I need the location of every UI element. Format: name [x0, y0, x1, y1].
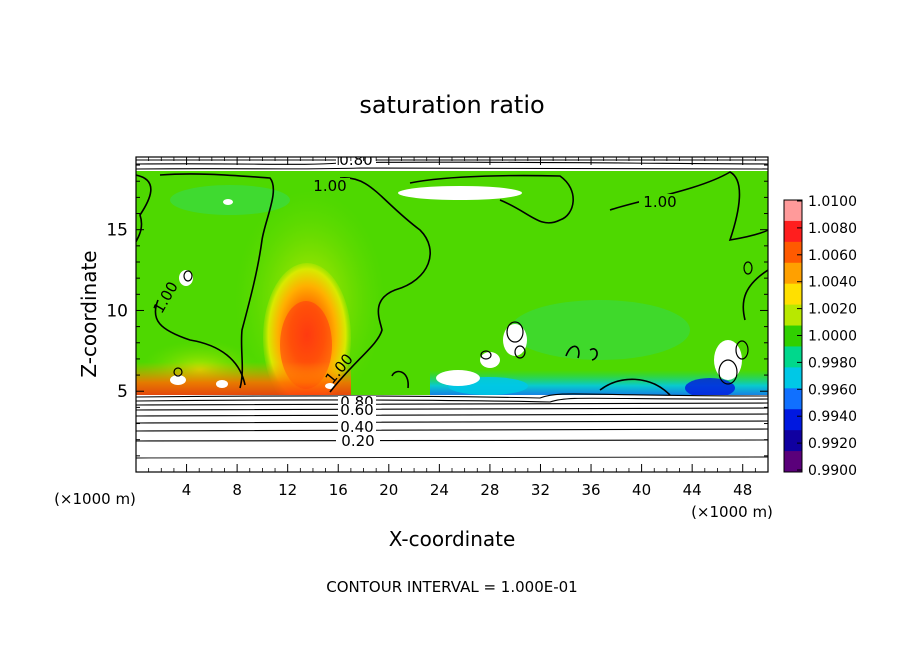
colorbar-swatch: [784, 451, 802, 473]
colorbar-label: 1.0000: [808, 329, 857, 345]
colorbar-label: 0.9920: [808, 436, 857, 452]
colorbar-label: 1.0100: [808, 194, 857, 210]
x-tick-label: 12: [278, 481, 297, 499]
x-axis-label: X-coordinate: [389, 527, 516, 551]
small-contours: [173, 261, 753, 385]
white-cell: [216, 380, 228, 388]
colorbar-label: 1.0060: [808, 248, 857, 264]
x-tick-label: 48: [733, 481, 752, 499]
colorbar-swatch: [784, 200, 802, 222]
colorbar-label: 1.0040: [808, 275, 857, 291]
x-tick-label: 8: [232, 481, 242, 499]
colorbar-label: 0.9940: [808, 409, 857, 425]
colorbar-swatch: [784, 262, 802, 285]
colorbar-label: 0.9960: [808, 382, 857, 398]
white-patch: [223, 199, 233, 205]
x-tick-label: 28: [480, 481, 499, 499]
colorbar-swatch: [784, 283, 802, 306]
contour-label: 0.20: [341, 432, 374, 450]
colorbar-label: 1.0020: [808, 302, 857, 318]
x-tick-label: 40: [632, 481, 651, 499]
colorbar-label: 0.9900: [808, 463, 857, 479]
x-tick-label: 4: [182, 481, 192, 499]
white-patch: [503, 324, 527, 356]
x-tick-label: 32: [531, 481, 550, 499]
contour-label: 0.60: [340, 401, 373, 419]
x-tick-label: 24: [430, 481, 449, 499]
white-patch: [436, 370, 480, 386]
colorbar-swatch: [784, 388, 802, 410]
contour-interval-note: CONTOUR INTERVAL = 1.000E-01: [326, 578, 577, 596]
y-axis-label: Z-coordinate: [77, 250, 101, 377]
x-unit-right: (×1000 m): [691, 503, 773, 521]
contour-label: 0.40: [340, 418, 373, 436]
x-tick-label: 20: [379, 481, 398, 499]
chart-title: saturation ratio: [359, 91, 544, 119]
y-tick-label: 5: [117, 382, 128, 402]
y-axis: 5 10 15: [106, 164, 768, 457]
colorbar-swatch: [784, 325, 802, 347]
contour-label: 1.00: [313, 177, 346, 195]
x-tick-label: 44: [683, 481, 702, 499]
colorbar-swatch: [784, 241, 802, 264]
cyan-patch: [510, 300, 690, 360]
colorbar-swatch: [784, 430, 802, 452]
white-patch: [480, 352, 500, 368]
lower-stratified-region: [136, 395, 768, 472]
x-unit-left: (×1000 m): [54, 490, 136, 508]
colorbar-swatch: [784, 367, 802, 389]
saturation-contours: [136, 171, 768, 396]
white-cell: [170, 375, 186, 385]
white-cell: [325, 383, 335, 389]
plot-area: 0.80 1.00 1.00 1.00 1.00 0.80 0.60 0.40 …: [136, 151, 768, 472]
colorbar-label: 0.9980: [808, 355, 857, 371]
x-tick-label: 36: [581, 481, 600, 499]
contour-label: 0.80: [339, 151, 372, 169]
contour-label: 1.00: [643, 193, 676, 211]
colorbar-swatch: [784, 409, 802, 431]
colorbar-swatch: [784, 220, 802, 243]
white-patch: [179, 270, 193, 286]
dry-pocket: [685, 378, 735, 398]
colorbar-swatch: [784, 346, 802, 368]
x-tick-label: 16: [329, 481, 348, 499]
colorbar: 1.0100 1.0080 1.0060 1.0040 1.0020 1.0000 0.99…: [783, 194, 857, 479]
x-axis: 4 8 12 16 20 24 28 32 36 40 44 48: [148, 157, 756, 499]
contour-label-group: 0.80 1.00 1.00 1.00 1.00 0.80 0.60 0.40 …: [150, 151, 681, 450]
y-tick-label: 10: [106, 301, 128, 321]
colorbar-label: 1.0080: [808, 221, 857, 237]
y-tick-label: 15: [106, 221, 128, 241]
lower-contours: [136, 393, 768, 459]
colorbar-swatch: [784, 304, 802, 327]
white-patch: [398, 186, 522, 200]
